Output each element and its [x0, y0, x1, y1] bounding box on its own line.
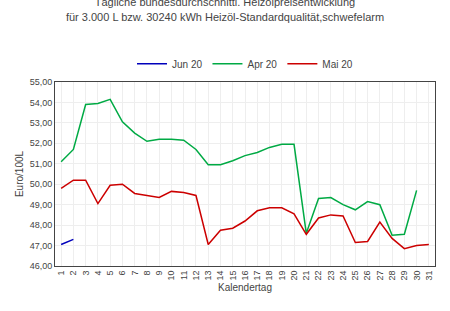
svg-text:7: 7 — [130, 271, 140, 276]
svg-text:47,00: 47,00 — [30, 241, 53, 251]
svg-text:26: 26 — [363, 271, 373, 281]
svg-text:17: 17 — [252, 271, 262, 281]
svg-text:30: 30 — [412, 271, 422, 281]
svg-text:20: 20 — [289, 271, 299, 281]
svg-text:16: 16 — [240, 271, 250, 281]
svg-text:11: 11 — [179, 271, 189, 280]
svg-text:29: 29 — [399, 271, 409, 281]
svg-text:21: 21 — [301, 271, 311, 281]
svg-text:3: 3 — [81, 271, 91, 276]
svg-text:10: 10 — [166, 271, 176, 281]
svg-text:Euro/100L: Euro/100L — [14, 150, 25, 197]
svg-text:15: 15 — [228, 271, 238, 281]
svg-text:Apr 20: Apr 20 — [247, 59, 277, 70]
svg-text:18: 18 — [264, 271, 274, 281]
svg-text:12: 12 — [191, 271, 201, 281]
svg-text:Tägliche bundesdurchschnittl.: Tägliche bundesdurchschnittl. Heizölprei… — [66, 0, 384, 23]
svg-text:4: 4 — [93, 271, 103, 276]
svg-text:52,00: 52,00 — [30, 138, 53, 148]
svg-text:22: 22 — [313, 271, 323, 281]
svg-text:53,00: 53,00 — [30, 118, 53, 128]
svg-text:14: 14 — [215, 271, 225, 281]
svg-text:49,00: 49,00 — [30, 200, 53, 210]
svg-text:6: 6 — [117, 271, 127, 276]
svg-text:Jun 20: Jun 20 — [172, 59, 202, 70]
svg-text:55,00: 55,00 — [30, 77, 53, 87]
svg-text:31: 31 — [424, 271, 434, 281]
svg-text:50,00: 50,00 — [30, 179, 53, 189]
svg-text:28: 28 — [387, 271, 397, 281]
svg-text:13: 13 — [203, 271, 213, 281]
svg-text:Mai 20: Mai 20 — [322, 59, 352, 70]
svg-text:46,00: 46,00 — [30, 261, 53, 271]
svg-text:25: 25 — [350, 271, 360, 281]
svg-text:Kalendertag: Kalendertag — [218, 282, 272, 293]
svg-text:19: 19 — [277, 271, 287, 281]
svg-text:24: 24 — [338, 271, 348, 281]
svg-text:54,00: 54,00 — [30, 98, 53, 108]
svg-text:48,00: 48,00 — [30, 220, 53, 230]
svg-text:23: 23 — [326, 271, 336, 281]
svg-text:27: 27 — [375, 271, 385, 281]
svg-text:51,00: 51,00 — [30, 159, 53, 169]
svg-text:9: 9 — [154, 271, 164, 276]
svg-text:5: 5 — [105, 271, 115, 276]
svg-text:8: 8 — [142, 271, 152, 276]
svg-text:2: 2 — [68, 271, 78, 276]
svg-text:1: 1 — [56, 271, 66, 276]
